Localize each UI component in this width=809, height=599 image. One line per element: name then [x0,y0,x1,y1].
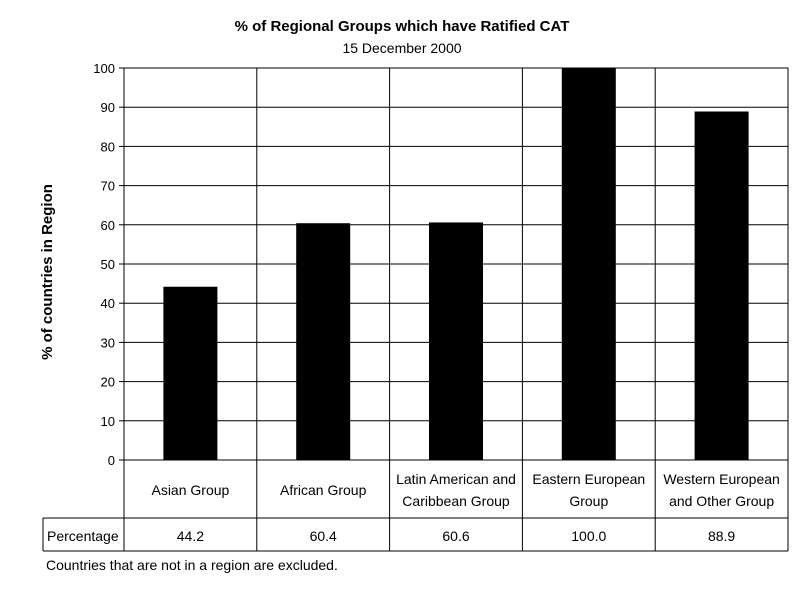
bar [694,111,749,461]
axes: 0 10 20 30 40 50 60 70 80 90 100 [93,61,124,468]
bar [163,286,218,460]
grid [123,67,789,551]
y-tick-label: 90 [101,100,115,115]
bar [296,223,351,460]
x-category-label: and Other Group [669,493,774,509]
y-tick-label: 60 [101,218,115,233]
data-table: Asian Group African Group Latin American a… [42,471,788,552]
table-row-label: Percentage [47,528,119,544]
table-value: 88.9 [708,528,735,544]
y-tick-label: 30 [101,335,115,350]
table-value: 60.6 [442,528,469,544]
x-category-label: Latin American and [396,471,516,487]
x-category-label: Group [569,493,608,509]
y-tick-label: 10 [101,414,115,429]
chart-subtitle: 15 December 2000 [342,40,461,56]
table-value: 100.0 [571,528,606,544]
bar [429,222,483,460]
y-tick-label: 80 [101,139,115,154]
chart-title: % of Regional Groups which have Ratified… [235,18,570,35]
y-tick-label: 70 [101,179,115,194]
footnote: Countries that are not in a region are e… [46,557,338,573]
y-tick-label: 0 [108,453,115,468]
y-tick-label: 20 [101,375,115,390]
table-value: 60.4 [310,528,337,544]
x-category-label: Asian Group [151,482,229,498]
bars [163,68,749,461]
x-category-label: African Group [280,482,367,498]
x-category-label: Caribbean Group [402,493,510,509]
y-axis-title: % of countries in Region [39,184,56,360]
table-value: 44.2 [177,528,204,544]
y-tick-label: 100 [93,61,115,76]
x-category-label: Western European [663,471,779,487]
y-tick-label: 50 [101,257,115,272]
bar [561,68,616,460]
y-tick-label: 40 [101,296,115,311]
x-category-label: Eastern European [532,471,645,487]
